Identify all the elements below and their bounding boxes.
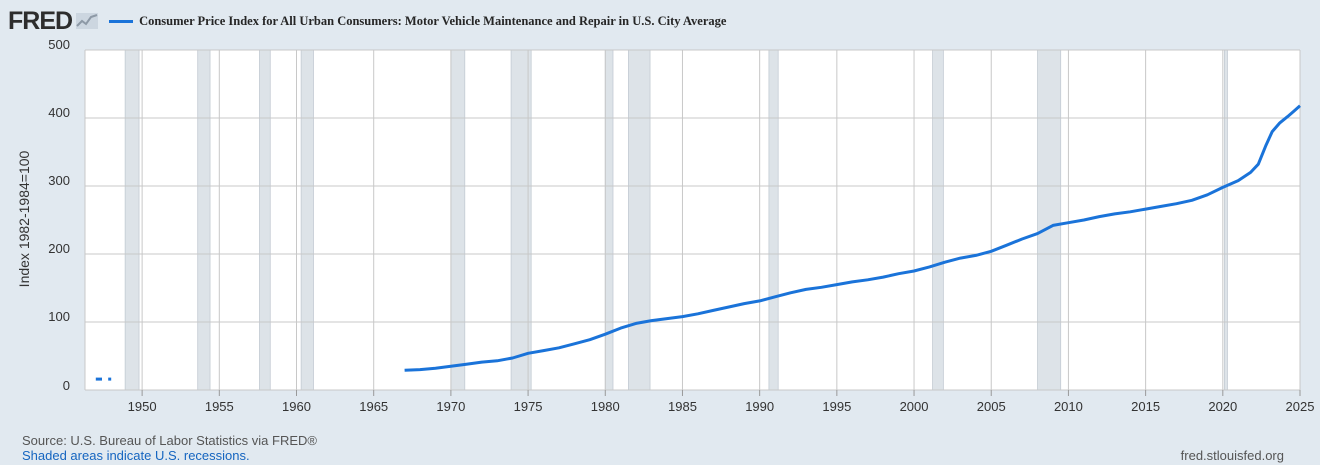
x-tick-label: 2025 [1286, 399, 1315, 414]
plot-area [85, 50, 1300, 390]
line-chart: 0 100 200 300 400 500 1950 1955 1960 1965 1970 197… [16, 37, 1315, 414]
recession-band [300, 49, 314, 391]
recession-band [1223, 49, 1228, 391]
y-tick-label: 0 [63, 378, 70, 393]
recession-band [197, 49, 211, 391]
recession-band [450, 49, 466, 391]
fred-site-link[interactable]: fred.stlouisfed.org [1180, 448, 1284, 463]
y-tick-label: 300 [48, 173, 70, 188]
footer-source: Source: U.S. Bureau of Labor Statistics … [22, 433, 317, 463]
recession-band [259, 49, 271, 391]
x-tick-label: 1965 [359, 399, 388, 414]
y-tick-label: 400 [48, 105, 70, 120]
x-tick-label: 1975 [514, 399, 543, 414]
y-tick-label: 200 [48, 241, 70, 256]
x-tick-label: 2015 [1131, 399, 1160, 414]
recession-band [604, 49, 614, 391]
recession-band [124, 49, 140, 391]
x-tick-label: 2000 [900, 399, 929, 414]
chart-header: FRED Consumer Price Index for All Urban … [8, 6, 726, 36]
x-axis-ticks: 1950 1955 1960 1965 1970 1975 1980 1985 1990 1995… [128, 390, 1315, 414]
x-tick-label: 1970 [436, 399, 465, 414]
legend-series-swatch [109, 19, 134, 23]
fred-logo[interactable]: FRED [8, 7, 99, 36]
y-tick-label: 100 [48, 309, 70, 324]
x-tick-label: 1955 [205, 399, 234, 414]
series-line [404, 104, 1301, 372]
x-tick-label: 1980 [591, 399, 620, 414]
gridlines [84, 49, 1301, 391]
x-tick-label: 1960 [282, 399, 311, 414]
recession-band [1037, 49, 1062, 391]
x-tick-label: 2005 [977, 399, 1006, 414]
recession-band [768, 49, 779, 391]
fred-logo-text: FRED [8, 6, 73, 35]
x-tick-label: 1995 [822, 399, 851, 414]
y-axis-label: Index 1982-1984=100 [16, 150, 32, 287]
recession-band [932, 49, 944, 391]
recession-bands [124, 49, 1228, 391]
y-tick-label: 500 [48, 37, 70, 52]
chart-title: Consumer Price Index for All Urban Consu… [139, 13, 727, 28]
recession-note-link[interactable]: Shaded areas indicate U.S. recessions. [22, 448, 250, 463]
x-tick-label: 1990 [745, 399, 774, 414]
x-tick-label: 1985 [668, 399, 697, 414]
recession-band [628, 49, 651, 391]
series-lines [95, 104, 1301, 381]
x-tick-label: 2010 [1054, 399, 1083, 414]
x-tick-label: 2020 [1208, 399, 1237, 414]
line-chart-icon [76, 13, 99, 29]
x-tick-label: 1950 [128, 399, 157, 414]
y-axis-ticks: 0 100 200 300 400 500 [48, 37, 70, 393]
source-text: Source: U.S. Bureau of Labor Statistics … [22, 433, 317, 448]
